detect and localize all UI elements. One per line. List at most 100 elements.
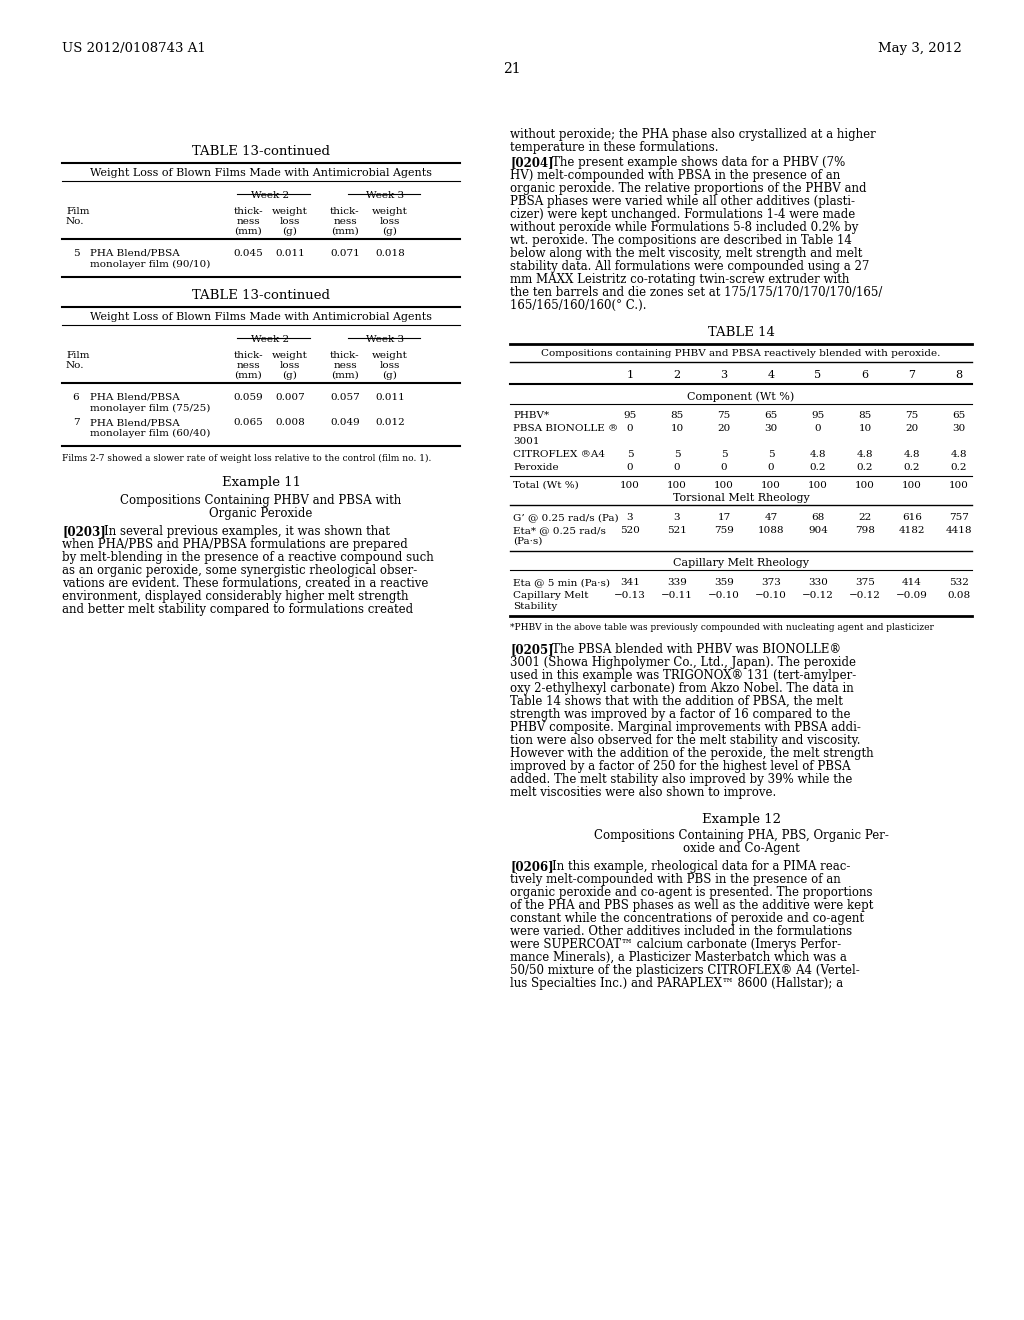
Text: 17: 17 xyxy=(718,513,731,521)
Text: May 3, 2012: May 3, 2012 xyxy=(879,42,962,55)
Text: (mm): (mm) xyxy=(234,227,262,236)
Text: 21: 21 xyxy=(503,62,521,77)
Text: mance Minerals), a Plasticizer Masterbatch which was a: mance Minerals), a Plasticizer Masterbat… xyxy=(510,950,847,964)
Text: However with the addition of the peroxide, the melt strength: However with the addition of the peroxid… xyxy=(510,747,873,760)
Text: 85: 85 xyxy=(671,411,684,420)
Text: Eta* @ 0.25 rad/s: Eta* @ 0.25 rad/s xyxy=(513,525,606,535)
Text: Week 3: Week 3 xyxy=(366,191,404,201)
Text: without peroxide while Formulations 5-8 included 0.2% by: without peroxide while Formulations 5-8 … xyxy=(510,220,858,234)
Text: US 2012/0108743 A1: US 2012/0108743 A1 xyxy=(62,42,206,55)
Text: [0205]: [0205] xyxy=(510,643,554,656)
Text: thick-: thick- xyxy=(233,351,263,360)
Text: 3001 (Showa Highpolymer Co., Ltd., Japan). The peroxide: 3001 (Showa Highpolymer Co., Ltd., Japan… xyxy=(510,656,856,669)
Text: 5: 5 xyxy=(768,450,774,459)
Text: by melt-blending in the presence of a reactive compound such: by melt-blending in the presence of a re… xyxy=(62,550,434,564)
Text: thick-: thick- xyxy=(233,207,263,216)
Text: 0: 0 xyxy=(768,463,774,473)
Text: In this example, rheological data for a PIMA reac-: In this example, rheological data for a … xyxy=(552,861,850,873)
Text: (g): (g) xyxy=(383,371,397,380)
Text: without peroxide; the PHA phase also crystallized at a higher: without peroxide; the PHA phase also cry… xyxy=(510,128,876,141)
Text: wt. peroxide. The compositions are described in Table 14: wt. peroxide. The compositions are descr… xyxy=(510,234,852,247)
Text: Compositions Containing PHBV and PBSA with: Compositions Containing PHBV and PBSA wi… xyxy=(121,494,401,507)
Text: Capillary Melt: Capillary Melt xyxy=(513,591,589,601)
Text: TABLE 13-continued: TABLE 13-continued xyxy=(193,289,330,302)
Text: Table 14 shows that with the addition of PBSA, the melt: Table 14 shows that with the addition of… xyxy=(510,696,843,708)
Text: 5: 5 xyxy=(814,370,821,380)
Text: 20: 20 xyxy=(718,424,731,433)
Text: Example 12: Example 12 xyxy=(701,813,780,826)
Text: monolayer film (75/25): monolayer film (75/25) xyxy=(90,404,210,413)
Text: −0.12: −0.12 xyxy=(849,591,881,601)
Text: organic peroxide. The relative proportions of the PHBV and: organic peroxide. The relative proportio… xyxy=(510,182,866,195)
Text: 0.2: 0.2 xyxy=(950,463,968,473)
Text: 0.011: 0.011 xyxy=(275,249,305,257)
Text: −0.12: −0.12 xyxy=(802,591,834,601)
Text: Compositions containing PHBV and PBSA reactively blended with peroxide.: Compositions containing PHBV and PBSA re… xyxy=(542,348,941,358)
Text: ness: ness xyxy=(237,360,260,370)
Text: TABLE 14: TABLE 14 xyxy=(708,326,774,339)
Text: 100: 100 xyxy=(949,480,969,490)
Text: Film: Film xyxy=(66,207,89,216)
Text: 4182: 4182 xyxy=(899,525,926,535)
Text: 100: 100 xyxy=(621,480,640,490)
Text: 520: 520 xyxy=(621,525,640,535)
Text: PBSA phases were varied while all other additives (plasti-: PBSA phases were varied while all other … xyxy=(510,195,855,209)
Text: below along with the melt viscosity, melt strength and melt: below along with the melt viscosity, mel… xyxy=(510,247,862,260)
Text: Weight Loss of Blown Films Made with Antimicrobial Agents: Weight Loss of Blown Films Made with Ant… xyxy=(90,168,432,178)
Text: 4.8: 4.8 xyxy=(950,450,968,459)
Text: 0.2: 0.2 xyxy=(857,463,873,473)
Text: 0.2: 0.2 xyxy=(810,463,826,473)
Text: 100: 100 xyxy=(714,480,734,490)
Text: Peroxide: Peroxide xyxy=(513,463,559,473)
Text: 0.008: 0.008 xyxy=(275,418,305,426)
Text: loss: loss xyxy=(280,216,300,226)
Text: Eta @ 5 min (Pa·s): Eta @ 5 min (Pa·s) xyxy=(513,578,610,587)
Text: loss: loss xyxy=(380,216,400,226)
Text: ness: ness xyxy=(333,360,356,370)
Text: Example 11: Example 11 xyxy=(221,477,300,488)
Text: added. The melt stability also improved by 39% while the: added. The melt stability also improved … xyxy=(510,774,852,785)
Text: 2: 2 xyxy=(674,370,681,380)
Text: temperature in these formulations.: temperature in these formulations. xyxy=(510,141,719,154)
Text: 95: 95 xyxy=(624,411,637,420)
Text: 759: 759 xyxy=(714,525,734,535)
Text: Film: Film xyxy=(66,351,89,360)
Text: 1: 1 xyxy=(627,370,634,380)
Text: 904: 904 xyxy=(808,525,828,535)
Text: 339: 339 xyxy=(667,578,687,587)
Text: 7: 7 xyxy=(73,418,79,426)
Text: Weight Loss of Blown Films Made with Antimicrobial Agents: Weight Loss of Blown Films Made with Ant… xyxy=(90,312,432,322)
Text: CITROFLEX ®A4: CITROFLEX ®A4 xyxy=(513,450,605,459)
Text: ness: ness xyxy=(237,216,260,226)
Text: 100: 100 xyxy=(902,480,922,490)
Text: 0: 0 xyxy=(627,463,633,473)
Text: 0.049: 0.049 xyxy=(330,418,359,426)
Text: 10: 10 xyxy=(671,424,684,433)
Text: 65: 65 xyxy=(764,411,777,420)
Text: weight: weight xyxy=(372,207,408,216)
Text: 68: 68 xyxy=(811,513,824,521)
Text: weight: weight xyxy=(272,351,308,360)
Text: Week 2: Week 2 xyxy=(251,191,289,201)
Text: (mm): (mm) xyxy=(331,371,358,380)
Text: Component (Wt %): Component (Wt %) xyxy=(687,391,795,401)
Text: 0: 0 xyxy=(627,424,633,433)
Text: G’ @ 0.25 rad/s (Pa): G’ @ 0.25 rad/s (Pa) xyxy=(513,513,618,521)
Text: Total (Wt %): Total (Wt %) xyxy=(513,480,579,490)
Text: melt viscosities were also shown to improve.: melt viscosities were also shown to impr… xyxy=(510,785,776,799)
Text: The PBSA blended with PHBV was BIONOLLE®: The PBSA blended with PHBV was BIONOLLE® xyxy=(552,643,841,656)
Text: 3001: 3001 xyxy=(513,437,540,446)
Text: −0.13: −0.13 xyxy=(614,591,646,601)
Text: 0.012: 0.012 xyxy=(375,418,404,426)
Text: and better melt stability compared to formulations created: and better melt stability compared to fo… xyxy=(62,603,413,616)
Text: strength was improved by a factor of 16 compared to the: strength was improved by a factor of 16 … xyxy=(510,708,851,721)
Text: [0204]: [0204] xyxy=(510,156,554,169)
Text: as an organic peroxide, some synergistic rheological obser-: as an organic peroxide, some synergistic… xyxy=(62,564,417,577)
Text: 0.045: 0.045 xyxy=(233,249,263,257)
Text: 375: 375 xyxy=(855,578,874,587)
Text: tively melt-compounded with PBS in the presence of an: tively melt-compounded with PBS in the p… xyxy=(510,873,841,886)
Text: constant while the concentrations of peroxide and co-agent: constant while the concentrations of per… xyxy=(510,912,864,925)
Text: were SUPERCOAT™ calcium carbonate (Imerys Perfor-: were SUPERCOAT™ calcium carbonate (Imery… xyxy=(510,939,841,950)
Text: (g): (g) xyxy=(383,227,397,236)
Text: 4.8: 4.8 xyxy=(904,450,921,459)
